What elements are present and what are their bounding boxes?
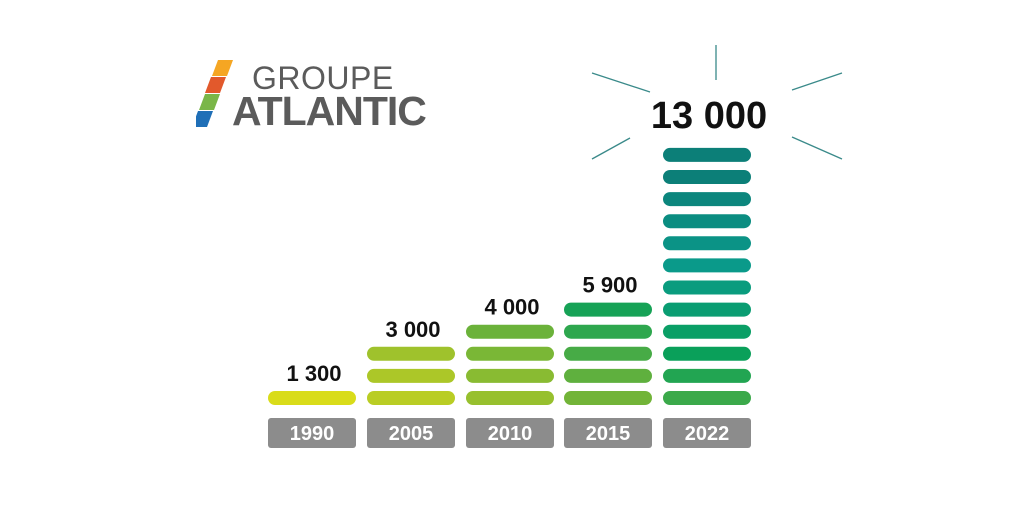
value-label-2010: 4 000	[484, 295, 539, 320]
bar-segment	[663, 170, 751, 184]
bar-segment	[663, 258, 751, 273]
year-label-1990: 1990	[268, 418, 356, 448]
bar-stack-2022	[663, 147, 751, 405]
bar-segment	[367, 346, 455, 361]
logo-text-atlantic: ATLANTIC	[232, 88, 427, 134]
bar-stack-2005	[367, 346, 455, 405]
year-label-bg	[268, 418, 356, 448]
year-label-text: 1990	[290, 423, 335, 445]
bar-segment	[663, 147, 751, 162]
year-label-2022: 2022	[663, 418, 751, 448]
bar-stacks	[268, 147, 751, 405]
value-labels: 1 300 3 000 4 000 5 900 13 000	[286, 95, 767, 386]
year-labels: 1990 2005 2010 2015 2022	[268, 418, 751, 448]
burst-ray	[591, 137, 631, 160]
bar-segment	[466, 324, 554, 339]
year-label-bg	[466, 418, 554, 448]
bar-segment	[663, 368, 751, 383]
bar-segment	[663, 280, 751, 295]
year-label-2015: 2015	[564, 418, 652, 448]
bar-stack-2010	[466, 324, 554, 405]
logo-stripe-green	[199, 94, 220, 110]
bar-segment	[663, 192, 751, 207]
bar-segment	[663, 214, 751, 229]
bar-segment	[564, 391, 652, 405]
bar-segment	[367, 368, 455, 383]
burst-ray	[791, 136, 843, 160]
bar-segment	[466, 346, 554, 361]
burst-ray	[791, 72, 843, 91]
bar-segment	[268, 391, 356, 405]
bar-segment	[564, 324, 652, 339]
highlight-burst	[591, 45, 843, 160]
year-label-text: 2022	[685, 423, 730, 445]
year-label-text: 2010	[488, 423, 533, 445]
bar-segment	[663, 346, 751, 361]
year-label-bg	[367, 418, 455, 448]
year-label-bg	[564, 418, 652, 448]
bar-segment	[564, 302, 652, 317]
logo-stripe-blue	[196, 111, 213, 127]
bar-segment	[564, 368, 652, 383]
year-label-text: 2015	[586, 423, 631, 445]
logo-stripe-orange	[212, 60, 233, 76]
bar-segment	[663, 324, 751, 339]
bar-segment	[663, 391, 751, 405]
year-label-2010: 2010	[466, 418, 554, 448]
year-label-text: 2005	[389, 423, 434, 445]
bar-segment	[466, 391, 554, 405]
value-label-2022: 13 000	[651, 95, 767, 137]
bar-segment	[466, 368, 554, 383]
value-label-1990: 1 300	[286, 361, 341, 386]
bar-stack-2015	[564, 302, 652, 405]
bar-segment	[564, 346, 652, 361]
burst-ray	[591, 72, 651, 93]
bar-segment	[367, 391, 455, 405]
year-label-bg	[663, 418, 751, 448]
logo-stripe-red	[205, 77, 226, 93]
year-label-2005: 2005	[367, 418, 455, 448]
logo-text-groupe: GROUPE	[252, 60, 394, 96]
bar-segment	[663, 236, 751, 251]
value-label-2005: 3 000	[385, 317, 440, 342]
logo-stripes-icon	[196, 60, 233, 127]
bar-segment	[663, 302, 751, 317]
groupe-atlantic-logo: GROUPE ATLANTIC	[196, 60, 436, 134]
bar-stack-1990	[268, 391, 356, 405]
value-label-2015: 5 900	[582, 273, 637, 298]
